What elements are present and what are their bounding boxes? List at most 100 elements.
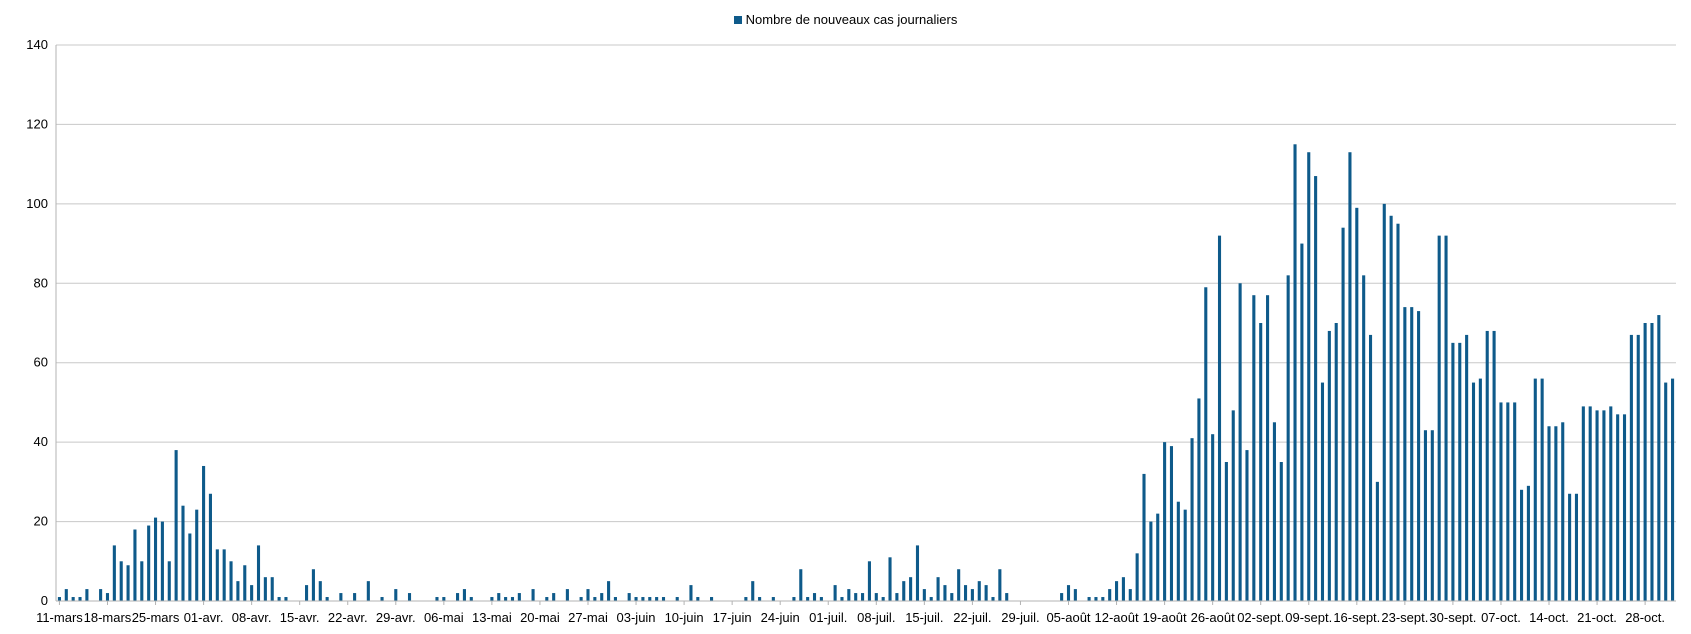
bar [394,589,398,601]
x-tick-label: 15-avr. [280,610,320,625]
x-tick-label: 21-oct. [1577,610,1617,625]
y-tick-label: 140 [26,37,48,52]
x-tick-label: 01-avr. [184,610,224,625]
bar [1279,462,1283,601]
bar [1128,589,1132,601]
bar [888,557,892,601]
bar [861,593,865,601]
bar [655,597,659,601]
bar [305,585,309,601]
bar [600,593,604,601]
bar [1375,481,1379,601]
x-tick-label: 14-oct. [1529,610,1569,625]
x-tick-label: 19-août [1143,610,1187,625]
bar [99,589,103,601]
bar [1609,406,1613,601]
bar [936,577,940,601]
x-tick-label: 06-mai [424,610,464,625]
bar [1293,144,1297,602]
bar [1231,410,1235,601]
bar [792,597,796,601]
bar [1211,434,1215,601]
bar [1671,378,1675,601]
bar [1595,410,1599,601]
bar [1197,398,1201,601]
bar [1664,382,1668,601]
x-tick-label: 18-mars [84,610,132,625]
bar [208,493,212,601]
x-tick-label: 05-août [1046,610,1090,625]
bar [950,593,954,601]
bar [1465,334,1469,601]
bar [1520,489,1524,601]
x-tick-label: 03-juin [617,610,656,625]
x-tick-label: 15-juil. [905,610,943,625]
bar [1176,501,1180,601]
x-tick-label: 29-juil. [1001,610,1039,625]
bar [1149,521,1153,601]
x-tick-label: 08-juil. [857,610,895,625]
x-tick-label: 24-juin [761,610,800,625]
bar [531,589,535,601]
bar [751,581,755,601]
bar [1568,493,1572,601]
bar [1163,442,1167,601]
bar [634,597,638,601]
bar [1396,223,1400,601]
bar [758,597,762,601]
y-tick-label: 0 [41,593,48,608]
bar [929,597,933,601]
bar [1561,422,1565,601]
bar [1245,450,1249,601]
bar [462,589,466,601]
bar [1403,307,1407,601]
bar [586,589,590,601]
bar [504,597,508,601]
bar [147,525,151,601]
bar [1087,597,1091,601]
y-tick-label: 60 [34,355,48,370]
bar [998,569,1002,601]
x-tick-label: 01-juil. [809,610,847,625]
bar [1492,330,1496,601]
bar [1430,430,1434,601]
bar [909,577,913,601]
legend-label: Nombre de nouveaux cas journaliers [745,12,958,27]
bar [1417,311,1421,601]
bar [552,593,556,601]
bar [847,589,851,601]
bar [407,593,412,601]
bar [1588,406,1592,601]
bar [806,597,810,601]
bar [1183,509,1187,601]
bar [1581,406,1585,601]
bar [119,561,123,601]
bar [1355,207,1359,601]
bar [366,581,370,601]
y-tick-label: 100 [26,196,48,211]
bar [641,597,645,601]
bar [1272,422,1276,601]
bar [648,597,652,601]
bar [1478,378,1482,601]
bar [1341,227,1345,601]
bar [318,581,322,601]
bar [126,565,130,601]
bar [613,597,617,601]
bar [1629,334,1633,601]
bar [263,577,267,601]
bar [1101,597,1105,601]
bar [915,545,920,601]
bar [1540,378,1544,601]
bar [1115,581,1119,601]
legend-swatch [733,15,742,24]
chart-legend: Nombre de nouveaux cas journaliers [0,12,1691,27]
bar [1471,382,1476,601]
bar [167,561,171,601]
bar [1314,176,1318,601]
x-tick-label: 20-mai [520,610,560,625]
bar [1444,235,1448,601]
bar [984,585,988,601]
bar [188,533,192,601]
